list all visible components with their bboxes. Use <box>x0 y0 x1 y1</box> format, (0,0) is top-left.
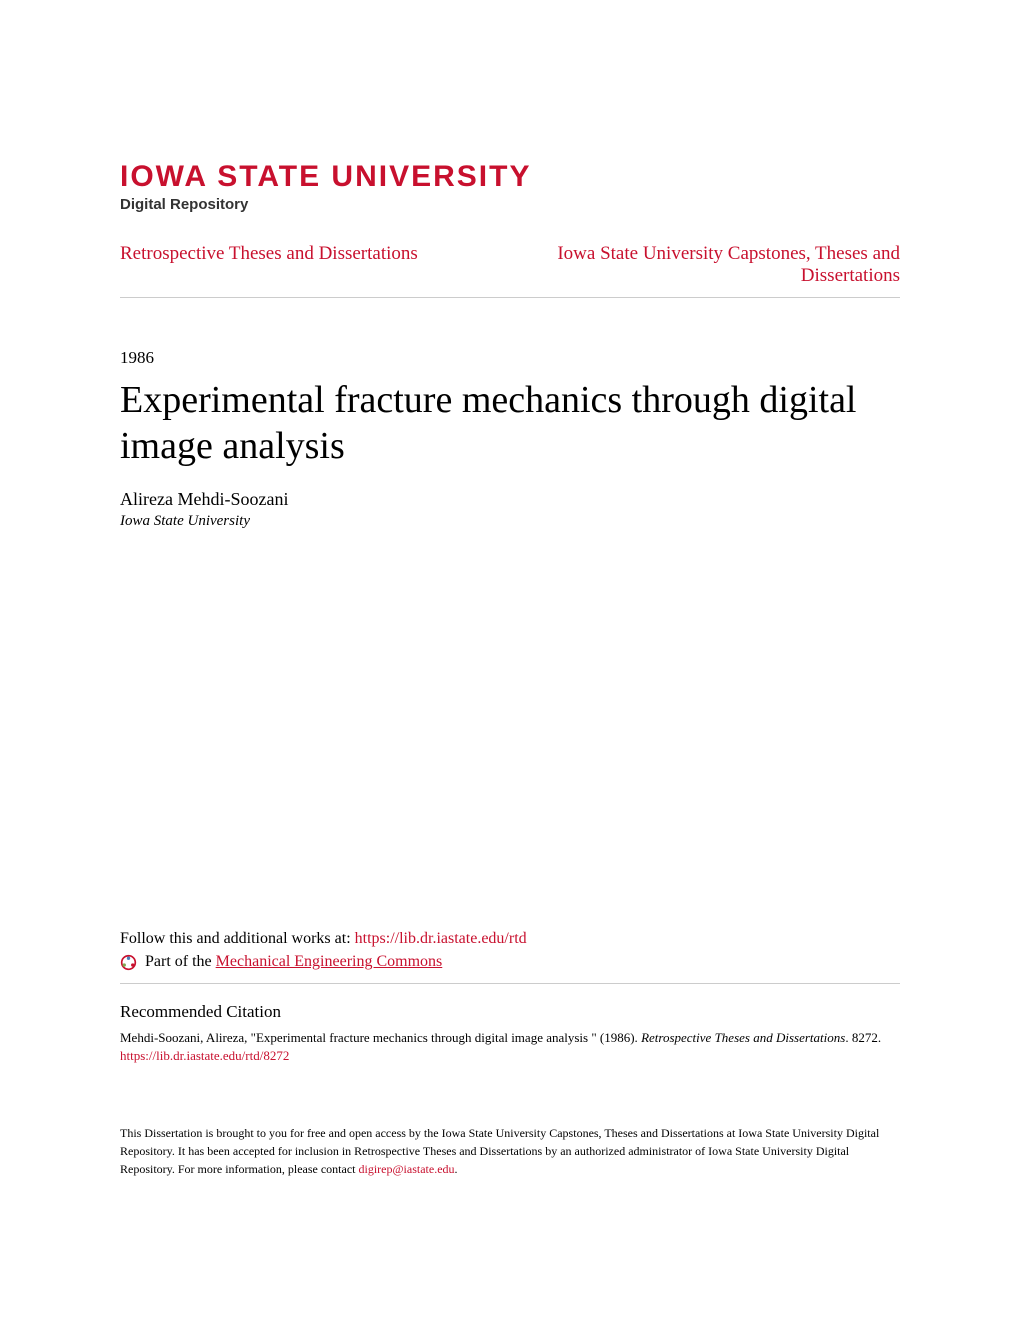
repository-url-link[interactable]: https://lib.dr.iastate.edu/rtd <box>355 930 527 947</box>
network-icon <box>120 954 137 971</box>
commons-line: Part of the Mechanical Engineering Commo… <box>120 953 900 971</box>
navigation-row: Retrospective Theses and Dissertations I… <box>120 243 900 298</box>
follow-section: Follow this and additional works at: htt… <box>120 930 900 1064</box>
university-logo-text: IOWA STATE UNIVERSITY <box>120 160 900 194</box>
author-name: Alireza Mehdi-Soozani <box>120 489 900 510</box>
follow-prefix: Follow this and additional works at: <box>120 930 355 947</box>
repository-subtitle: Digital Repository <box>120 196 900 213</box>
citation-italic: Retrospective Theses and Dissertations <box>641 1030 845 1045</box>
collection-link-left[interactable]: Retrospective Theses and Dissertations <box>120 243 418 265</box>
citation-header: Recommended Citation <box>120 1002 900 1022</box>
document-title: Experimental fracture mechanics through … <box>120 378 900 469</box>
citation-text: Mehdi-Soozani, Alireza, "Experimental fr… <box>120 1028 900 1048</box>
publication-year: 1986 <box>120 348 900 368</box>
citation-part2: . 8272. <box>845 1030 881 1045</box>
author-affiliation: Iowa State University <box>120 513 900 530</box>
part-of-prefix: Part of the <box>145 953 216 970</box>
follow-works-line: Follow this and additional works at: htt… <box>120 930 900 948</box>
citation-part1: Mehdi-Soozani, Alireza, "Experimental fr… <box>120 1030 641 1045</box>
collection-link-right[interactable]: Iowa State University Capstones, Theses … <box>520 243 900 287</box>
footer-part2: . <box>455 1162 458 1176</box>
logo-section: IOWA STATE UNIVERSITY Digital Repository <box>120 160 900 213</box>
section-divider <box>120 983 900 984</box>
commons-link[interactable]: Mechanical Engineering Commons <box>216 953 443 970</box>
footer-part1: This Dissertation is brought to you for … <box>120 1126 879 1176</box>
footer-text: This Dissertation is brought to you for … <box>120 1124 900 1178</box>
contact-email-link[interactable]: digirep@iastate.edu <box>359 1162 455 1176</box>
citation-url-link[interactable]: https://lib.dr.iastate.edu/rtd/8272 <box>120 1048 900 1064</box>
